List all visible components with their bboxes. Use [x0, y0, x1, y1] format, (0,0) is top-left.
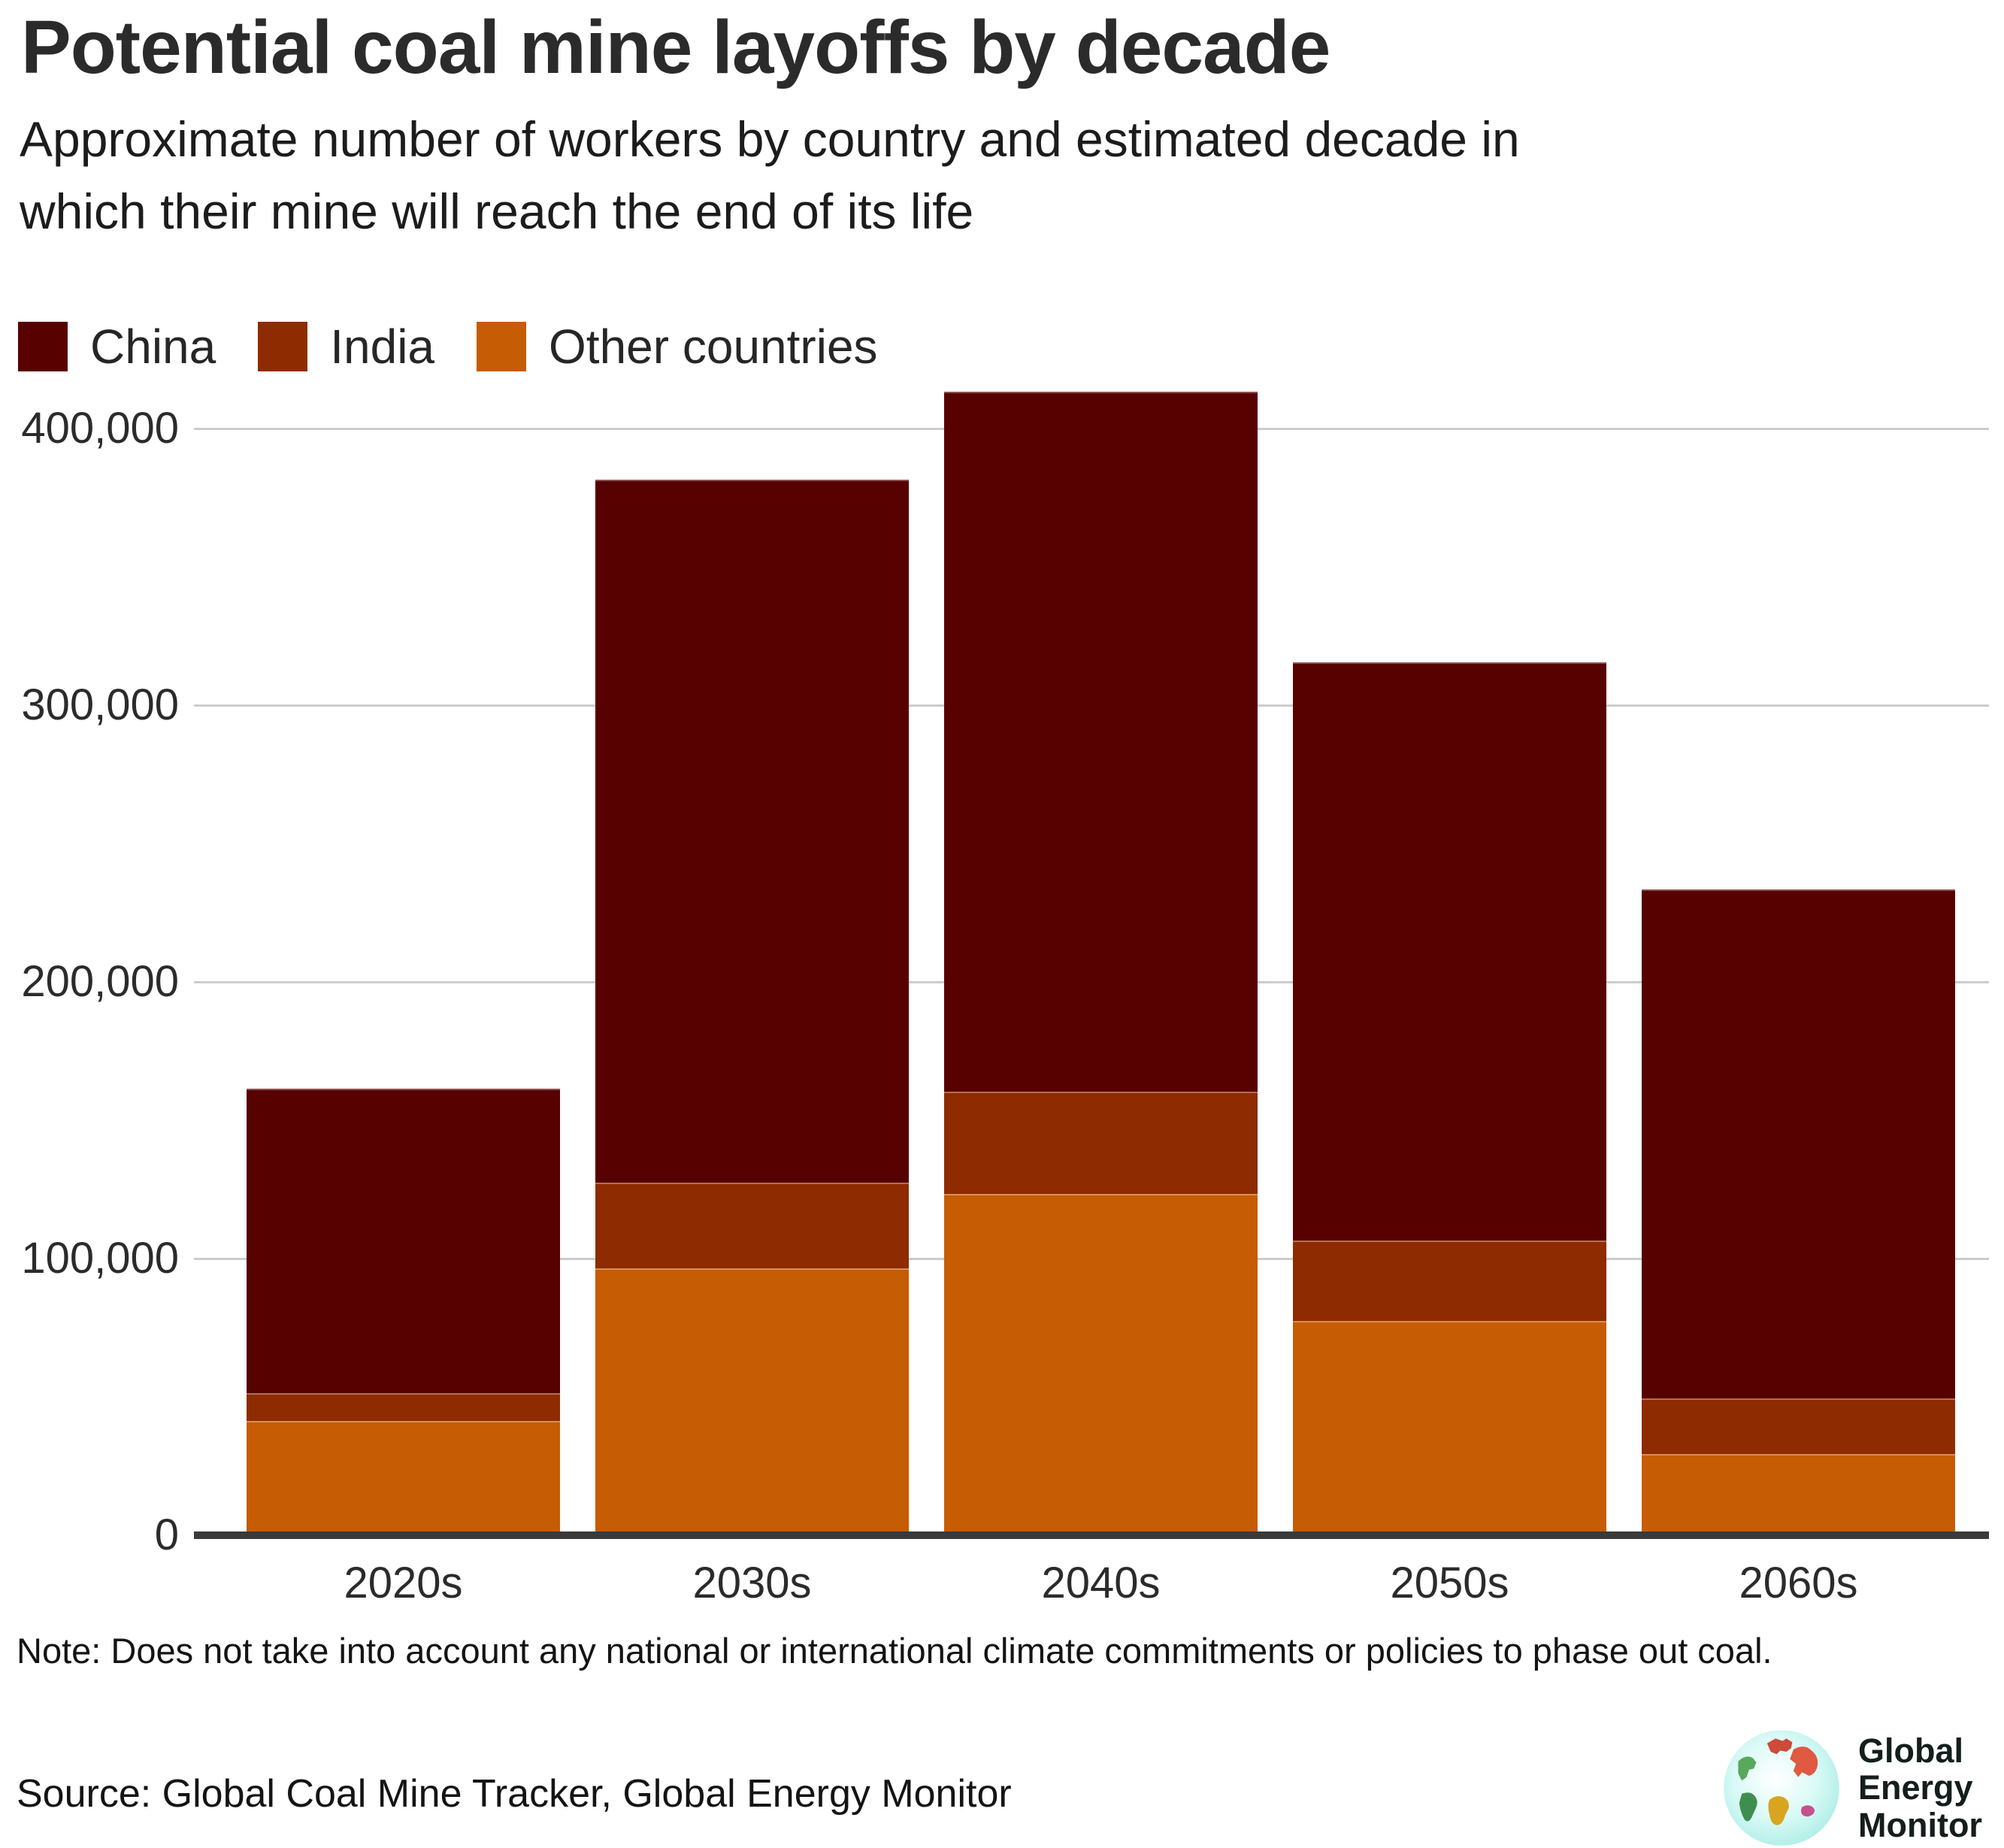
x-tick-label: 2050s [1390, 1559, 1509, 1607]
logo-word-global: Global [1858, 1731, 1964, 1770]
legend-label-china: China [90, 320, 216, 374]
x-tick-label: 2040s [1041, 1559, 1161, 1607]
subtitle-line-2: which their mine will reach the end of i… [20, 183, 974, 239]
page-title: Potential coal mine layoffs by decade [21, 5, 1330, 89]
x-tick-label: 2060s [1739, 1559, 1858, 1607]
legend-item-china: China [18, 319, 216, 374]
bar-segment-india-2060s [1642, 1398, 1955, 1454]
y-tick-label: 200,000 [21, 957, 179, 1006]
bar-segment-china-2050s [1293, 662, 1606, 1241]
legend-label-india: India [330, 320, 434, 374]
bar-segment-other-countries-2050s [1293, 1321, 1606, 1531]
logo-wordmark: Global Energy Monitor [1858, 1732, 1982, 1844]
source-credit: Source: Global Coal Mine Tracker, Global… [17, 1772, 1012, 1816]
x-axis-line [194, 1531, 1989, 1539]
other-countries-swatch-icon [477, 322, 526, 371]
bar-segment-india-2040s [944, 1092, 1258, 1194]
bar-segment-india-2030s [595, 1183, 909, 1268]
x-tick-label: 2020s [344, 1559, 463, 1607]
china-swatch-icon [18, 322, 68, 371]
bar-segment-other-countries-2040s [944, 1194, 1258, 1531]
global-energy-monitor-logo: Global Energy Monitor [1721, 1728, 1982, 1848]
x-tick-label: 2030s [692, 1559, 812, 1607]
bar-segment-other-countries-2030s [595, 1268, 909, 1531]
chart-legend: China India Other countries [18, 319, 920, 374]
bar-segment-india-2020s [247, 1393, 560, 1421]
chart-subtitle: Approximate number of workers by country… [20, 104, 1520, 247]
legend-item-india: India [258, 319, 434, 374]
bar-segment-india-2050s [1293, 1241, 1606, 1321]
bar-segment-china-2040s [944, 392, 1258, 1092]
logo-word-monitor: Monitor [1858, 1805, 1982, 1844]
bar-segment-other-countries-2020s [247, 1421, 560, 1531]
y-tick-label: 400,000 [21, 404, 179, 453]
y-tick-label: 300,000 [21, 680, 179, 729]
legend-item-other-countries: Other countries [477, 319, 878, 374]
legend-label-other-countries: Other countries [549, 320, 878, 374]
bar-segment-other-countries-2060s [1642, 1454, 1955, 1531]
y-tick-label: 100,000 [21, 1234, 179, 1283]
y-tick-label: 0 [154, 1510, 179, 1559]
globe-icon [1724, 1730, 1839, 1846]
bar-segment-china-2060s [1642, 889, 1955, 1398]
india-swatch-icon [258, 322, 308, 371]
bar-segment-china-2030s [595, 480, 909, 1183]
subtitle-line-1: Approximate number of workers by country… [20, 111, 1520, 167]
logo-word-energy: Energy [1858, 1768, 1973, 1807]
chart-note: Note: Does not take into account any nat… [17, 1631, 1772, 1671]
bar-segment-china-2020s [247, 1089, 560, 1393]
